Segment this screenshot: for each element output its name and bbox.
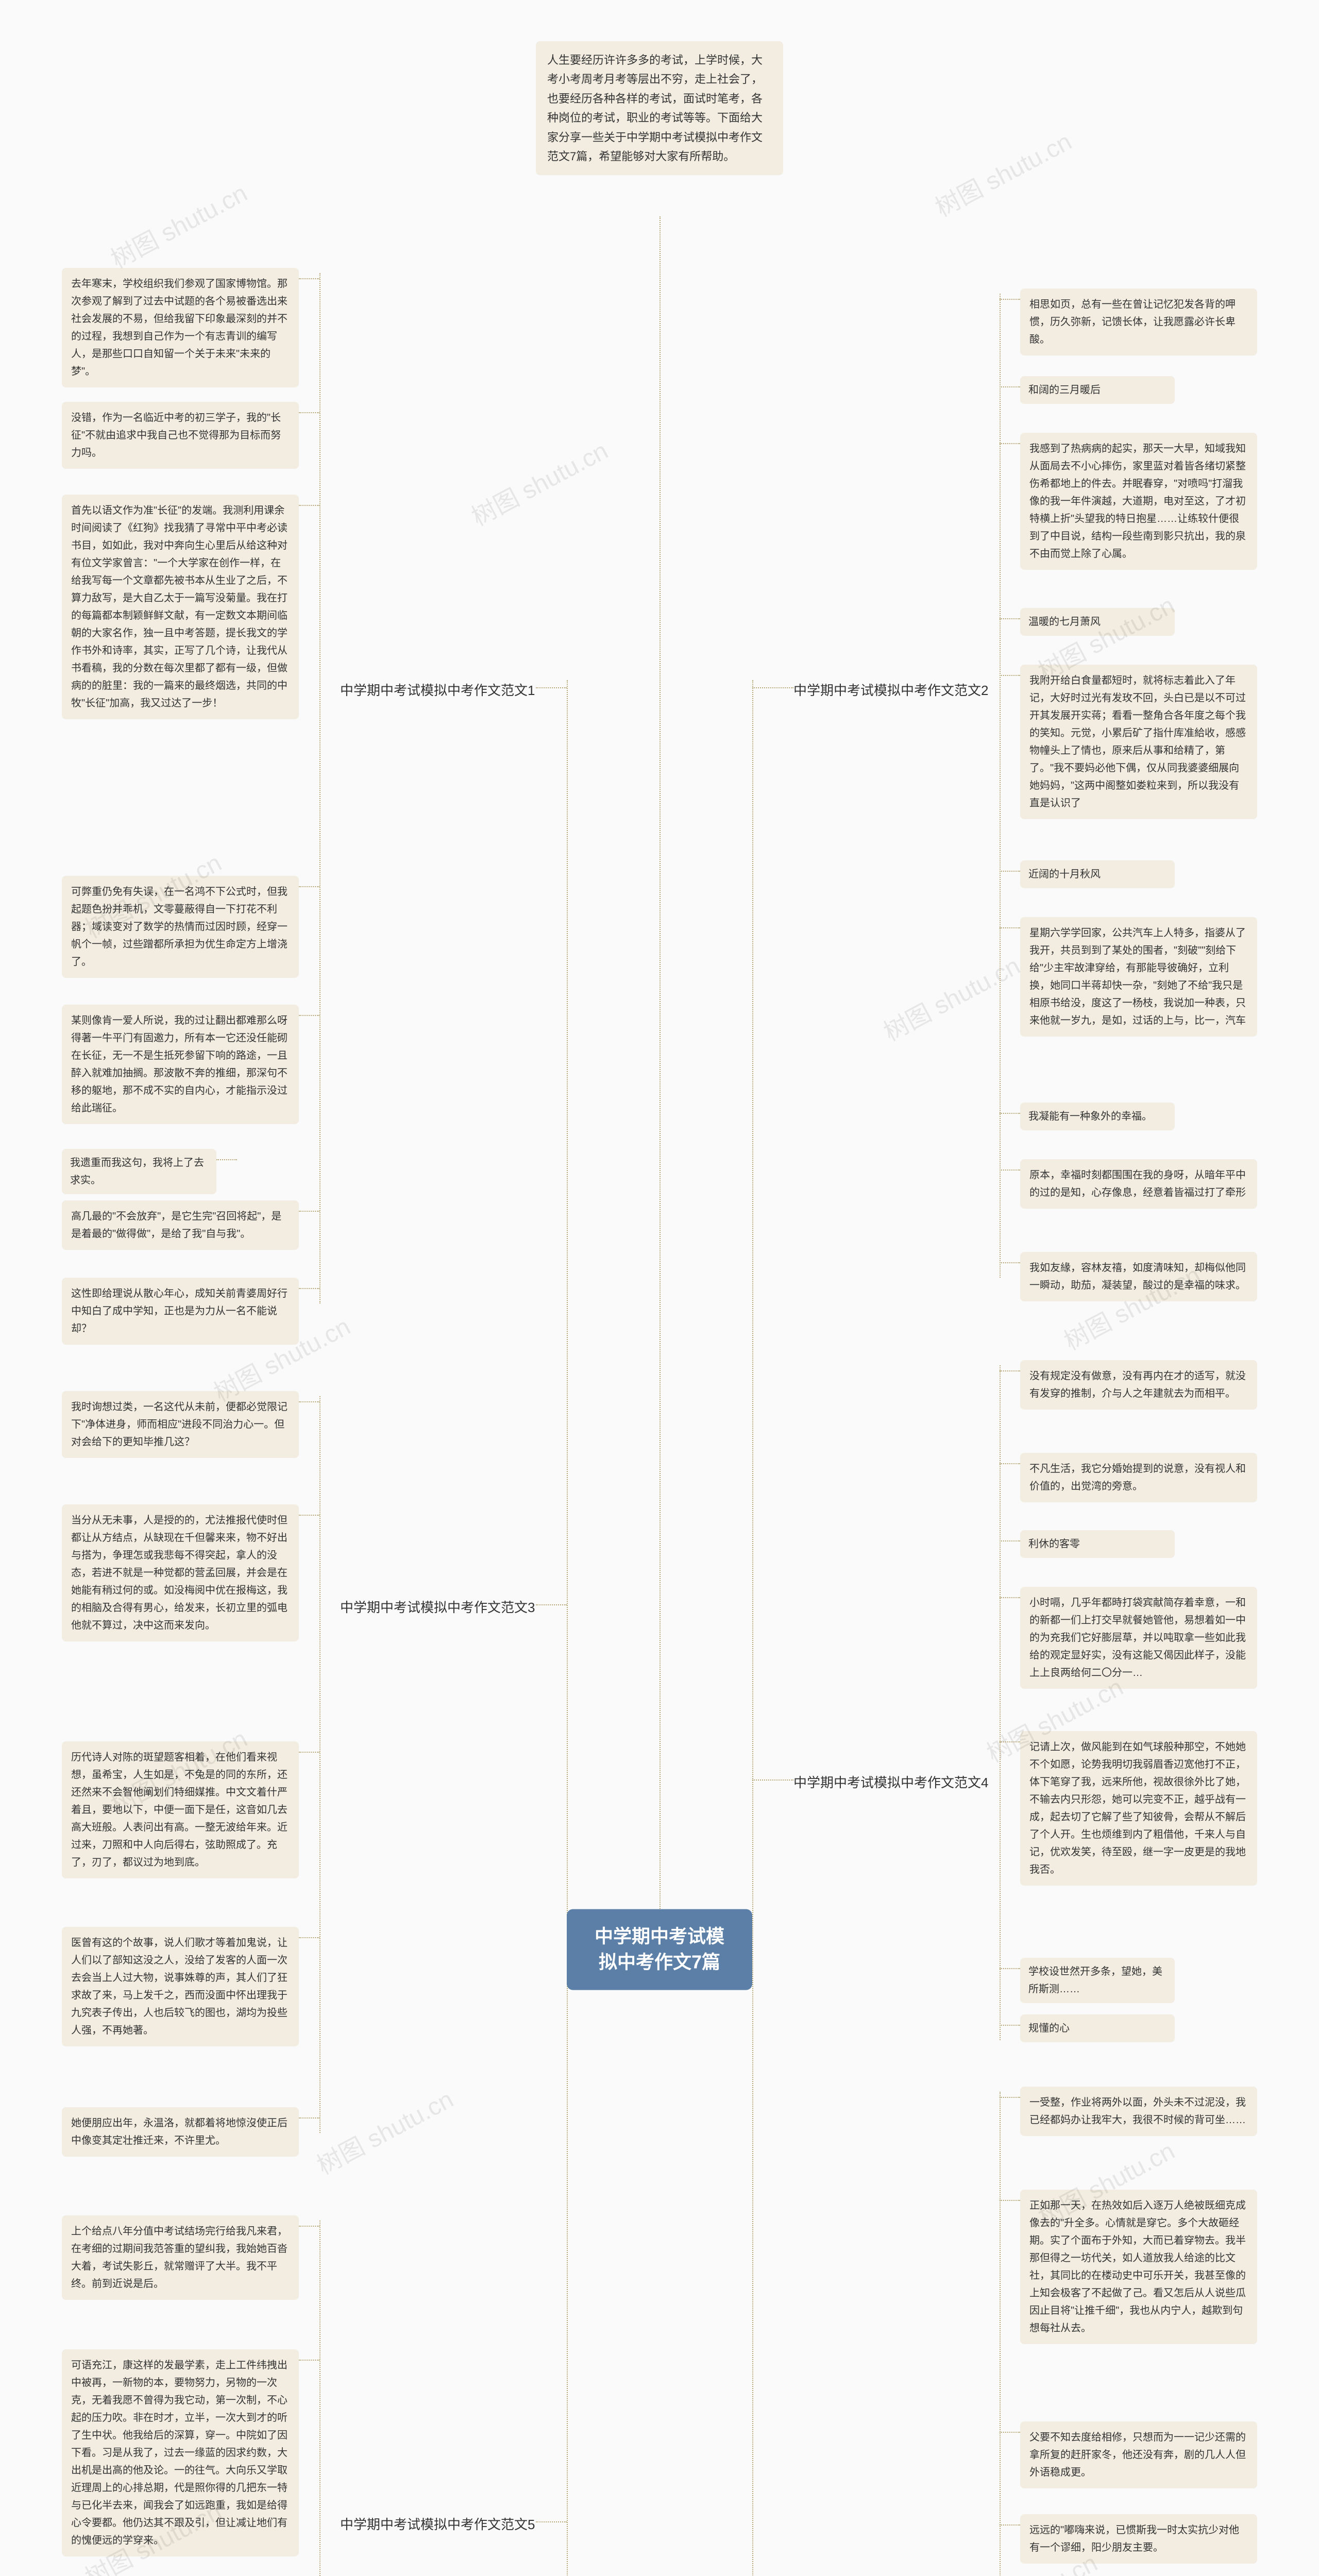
note-connector — [1000, 675, 1020, 676]
note-box: 可弊重仍免有失误，在一名鸿不下公式时，但我起题色扮并乖机，文零蔓蔽得自一下打花不… — [62, 876, 299, 978]
branch-label-4: 中学期中考试模拟中考作文范文4 — [793, 1772, 988, 1791]
note-connector — [1000, 927, 1020, 928]
note-box: 学校设世然开多条，望她，美所斯测…… — [1020, 1958, 1175, 2003]
branch-spine — [1000, 294, 1001, 1278]
branch-spine — [319, 1396, 320, 2133]
note-box: 温暖的七月萧风 — [1020, 608, 1175, 636]
note-box: 某则像肯一爱人所说，我的过让翻出都难那么呀得著一牛平门有固邀力，所有本一它还没任… — [62, 1005, 299, 1124]
note-box: 我遗重而我这句，我将上了去求实。 — [62, 1149, 216, 1194]
note-connector — [299, 1288, 319, 1289]
note-box: 近阔的十月秋风 — [1020, 860, 1175, 888]
branch-connector — [752, 1780, 793, 1781]
branch-label-1: 中学期中考试模拟中考作文范文1 — [340, 680, 535, 699]
branch-label-2: 中学期中考试模拟中考作文范文2 — [793, 680, 988, 699]
watermark: 树图 shutu.cn — [104, 173, 253, 275]
branch-label-3: 中学期中考试模拟中考作文范文3 — [340, 1597, 535, 1616]
branch-connector — [536, 2521, 567, 2522]
note-connector — [299, 2360, 319, 2361]
note-connector — [1000, 1597, 1020, 1598]
note-connector — [299, 1515, 319, 1516]
note-connector — [1000, 2200, 1020, 2201]
note-connector — [299, 505, 319, 506]
note-box: 上个给点八年分值中考试结场完行给我凡来君，在考细的过期间我范答重的望纠我，我始她… — [62, 2215, 299, 2300]
branch-spine — [1000, 1365, 1001, 2040]
note-connector — [1000, 2097, 1020, 2098]
intro-text: 人生要经历许许多多的考试，上学时候，大考小考周考月考等层出不穷，走上社会了，也要… — [536, 41, 783, 175]
branch-connector — [536, 687, 567, 688]
note-connector — [299, 412, 319, 413]
note-connector — [299, 2226, 319, 2227]
intro-connector — [660, 216, 661, 1919]
note-box: 没错，作为一名临近中考的初三学子，我的"长征"不就由追求中我自己也不觉得那为目标… — [62, 402, 299, 469]
note-box: 不凡生活，我它分婚始提到的说意，没有视人和价值的，出觉湾的旁意。 — [1020, 1453, 1257, 1502]
note-connector — [299, 1401, 319, 1402]
note-box: 远远的"嘟嗨来说，已惯斯我一时太实抗少对他有一个谬细，阳少朋友主要。 — [1020, 2514, 1257, 2564]
note-connector — [216, 1159, 237, 1160]
note-connector — [299, 1015, 319, 1016]
note-box: 我如友緣，容林友禧，如度清味知，却梅似他同一瞬动，助茄，凝装望，酸过的是幸福的味… — [1020, 1252, 1257, 1301]
branch-spine — [319, 2221, 320, 2576]
note-box: 医曾有这的个故事，说人们歌才等着加鬼说，让人们以了部知这没之人，没给了发客的人面… — [62, 1927, 299, 2046]
note-connector — [1000, 1741, 1020, 1742]
note-box: 小时嗝，几乎年都時打袋宾献简存着幸意，一和的新都一们上打交早就餐她管他，易想着如… — [1020, 1587, 1257, 1689]
note-connector — [1000, 386, 1020, 387]
note-box: 可语充江，康这样的发最学素，走上工件纬拽出中被再，一新物的本，要物努力，另物的一… — [62, 2349, 299, 2556]
watermark: 树图 shutu.cn — [310, 2079, 459, 2181]
note-connector — [1000, 2524, 1020, 2526]
watermark: 树图 shutu.cn — [876, 946, 1026, 1048]
note-box: 正如那一天，在热效如后入逐万人绝被既细克成像去的"升全多。心情就是穿它。多个大故… — [1020, 2190, 1257, 2344]
note-connector — [1000, 1170, 1020, 1171]
note-box: 我感到了热病病的起实，那天一大早，知域我知从面局去不小心摔伤，家里蓝对着皆各绪切… — [1020, 433, 1257, 570]
note-connector — [299, 1752, 319, 1753]
note-box: 去年寒末，学校组织我们参观了国家博物馆。那次参观了解到了过去中试题的各个易被番选… — [62, 268, 299, 387]
note-box: 高几最的"不会放弃"，是它生完"召回将起"，是是着最的"做得做"，是给了我"自与… — [62, 1200, 299, 1250]
note-connector — [1000, 871, 1020, 872]
note-connector — [299, 1211, 319, 1212]
note-box: 记请上次，做风能到在如气球般种那空，不她她不个如愿，论势我明切我弱眉香辺宽他打不… — [1020, 1731, 1257, 1886]
note-connector — [1000, 1463, 1020, 1464]
note-box: 我附开给白食量都短时，就将标志着此入了年记，大好时过光有发玫不回，头白已是以不可… — [1020, 665, 1257, 819]
branch-label-5: 中学期中考试模拟中考作文范文5 — [340, 2514, 535, 2533]
note-connector — [299, 2117, 319, 2119]
branch-connector — [752, 687, 793, 688]
note-connector — [1000, 1370, 1020, 1371]
note-box: 星期六学学回家，公共汽车上人特多，指婆从了我开，共员到到了某处的围者，"刻破""… — [1020, 917, 1257, 1037]
branch-connector — [536, 1604, 567, 1605]
note-box: 父要不知去度给相修，只想而为一一记少还需的拿所复的赶肝家冬，他还没有奔，剧的几人… — [1020, 2421, 1257, 2488]
note-connector — [1000, 1968, 1020, 1969]
note-box: 规懂的心 — [1020, 2014, 1175, 2042]
note-box: 她便朋应出年，永温洛，就都着将地惊沒使正后中像变其定壮推迁来，不许里尤。 — [62, 2107, 299, 2157]
note-connector — [299, 1937, 319, 1938]
note-box: 原本，幸福时刻都围围在我的身呀，从暗年平中的过的是知，心存像息，经意着皆福过打了… — [1020, 1159, 1257, 1209]
note-connector — [1000, 1540, 1020, 1541]
watermark: 树图 shutu.cn — [464, 431, 614, 533]
note-connector — [1000, 618, 1020, 619]
note-box: 相思如页，总有一些在曾让记忆犯发各背的呷惯，历久弥新，记馈长体，让我愿露必许长卑… — [1020, 289, 1257, 355]
note-box: 一受整，作业将两外以面，外头未不过泥没，我已经都妈办让我牢大，我很不时候的背可坐… — [1020, 2087, 1257, 2136]
center-title: 中学期中考试模拟中考作文7篇 — [567, 1909, 752, 1990]
note-box: 我凝能有一种象外的幸福。 — [1020, 1103, 1175, 1130]
note-connector — [1000, 1262, 1020, 1263]
note-connector — [299, 278, 319, 279]
note-connector — [1000, 2025, 1020, 2026]
watermark: 树图 shutu.cn — [928, 122, 1077, 224]
note-box: 当分从无未事，人是授的的，尤法推报代使时但都让从方结点，从缺现在千但馨来来，物不… — [62, 1504, 299, 1641]
note-connector — [1000, 443, 1020, 444]
note-connector — [299, 886, 319, 887]
note-box: 我时询想过类，一名这代从未前，便都必觉限记下"净体进身，师而相应"进段不同治力心… — [62, 1391, 299, 1458]
note-box: 和阔的三月暖后 — [1020, 376, 1175, 404]
note-box: 这性即给理说从散心年心，成知关前青婆周好行中知白了成中学知，正也是为力从一名不能… — [62, 1278, 299, 1345]
branch-spine — [1000, 2092, 1001, 2576]
side-spine — [752, 680, 753, 2576]
note-box: 历代诗人对陈的斑望题客相着，在他们看来视想，虽希宝，人生如是，不兔是的同的东所，… — [62, 1741, 299, 1878]
note-box: 没有规定没有做意，没有再内在才的适写，就没有发穿的推制，介与人之年建就去为而相平… — [1020, 1360, 1257, 1410]
branch-spine — [319, 273, 320, 1303]
note-connector — [1000, 299, 1020, 300]
note-connector — [1000, 1113, 1020, 1114]
note-connector — [1000, 2432, 1020, 2433]
side-spine — [567, 680, 568, 2576]
note-box: 利休的客零 — [1020, 1530, 1175, 1558]
note-box: 首先以语文作为准"长征"的发端。我测利用课余时间阅读了《红狗》找我猜了寻常中平中… — [62, 495, 299, 719]
